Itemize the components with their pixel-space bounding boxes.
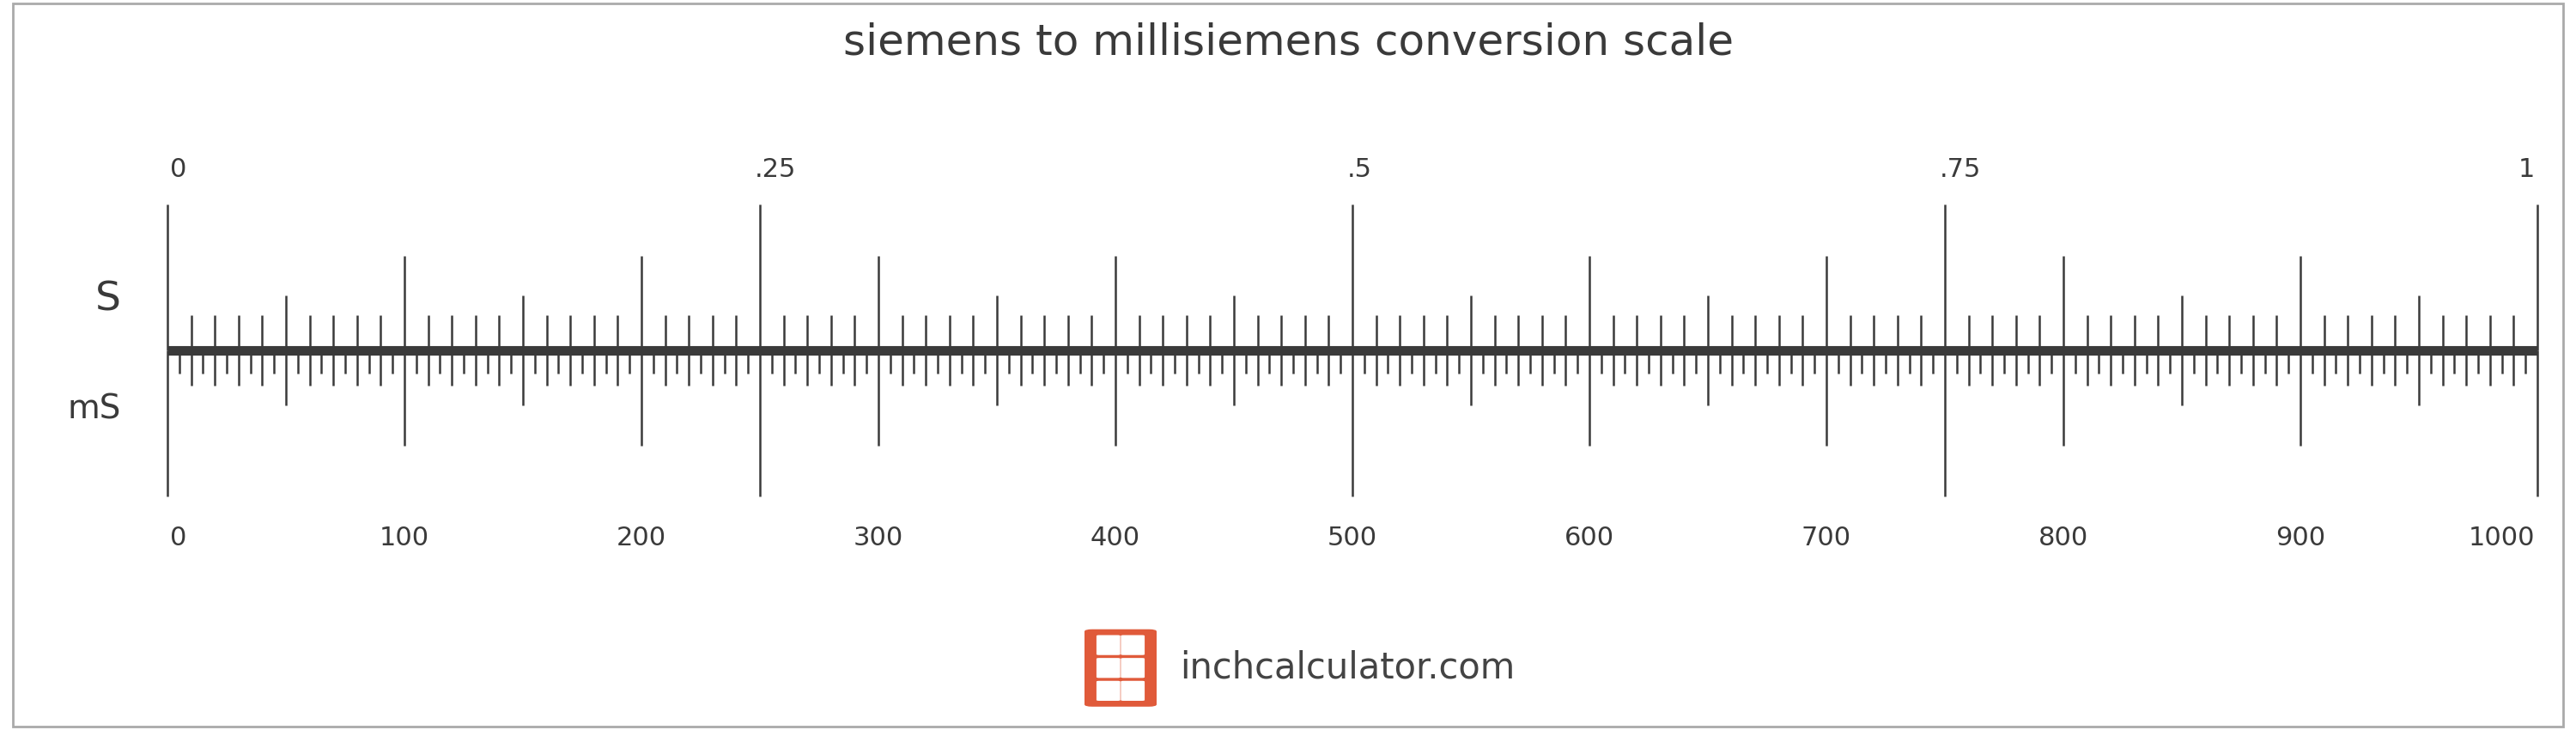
Text: 700: 700	[1801, 526, 1852, 550]
Text: 1000: 1000	[2468, 526, 2535, 550]
Text: 0: 0	[170, 158, 185, 182]
FancyBboxPatch shape	[1097, 635, 1121, 655]
Text: 900: 900	[2275, 526, 2326, 550]
FancyBboxPatch shape	[1084, 629, 1157, 707]
Text: 800: 800	[2038, 526, 2089, 550]
FancyBboxPatch shape	[1097, 658, 1121, 678]
Text: 1: 1	[2519, 158, 2535, 182]
Text: 300: 300	[853, 526, 904, 550]
Text: 100: 100	[379, 526, 430, 550]
Text: 0: 0	[170, 526, 185, 550]
Text: .5: .5	[1347, 158, 1373, 182]
Text: 500: 500	[1327, 526, 1378, 550]
Text: 200: 200	[616, 526, 667, 550]
Text: inchcalculator.com: inchcalculator.com	[1180, 650, 1515, 686]
Text: .25: .25	[755, 158, 796, 182]
Text: S: S	[95, 280, 121, 318]
FancyBboxPatch shape	[1097, 681, 1121, 701]
FancyBboxPatch shape	[1121, 635, 1144, 655]
Text: siemens to millisiemens conversion scale: siemens to millisiemens conversion scale	[842, 22, 1734, 63]
FancyBboxPatch shape	[1121, 681, 1144, 701]
Text: .75: .75	[1940, 158, 1981, 182]
Text: 400: 400	[1090, 526, 1141, 550]
FancyBboxPatch shape	[1121, 658, 1144, 678]
Text: mS: mS	[67, 393, 121, 425]
Text: 600: 600	[1564, 526, 1615, 550]
